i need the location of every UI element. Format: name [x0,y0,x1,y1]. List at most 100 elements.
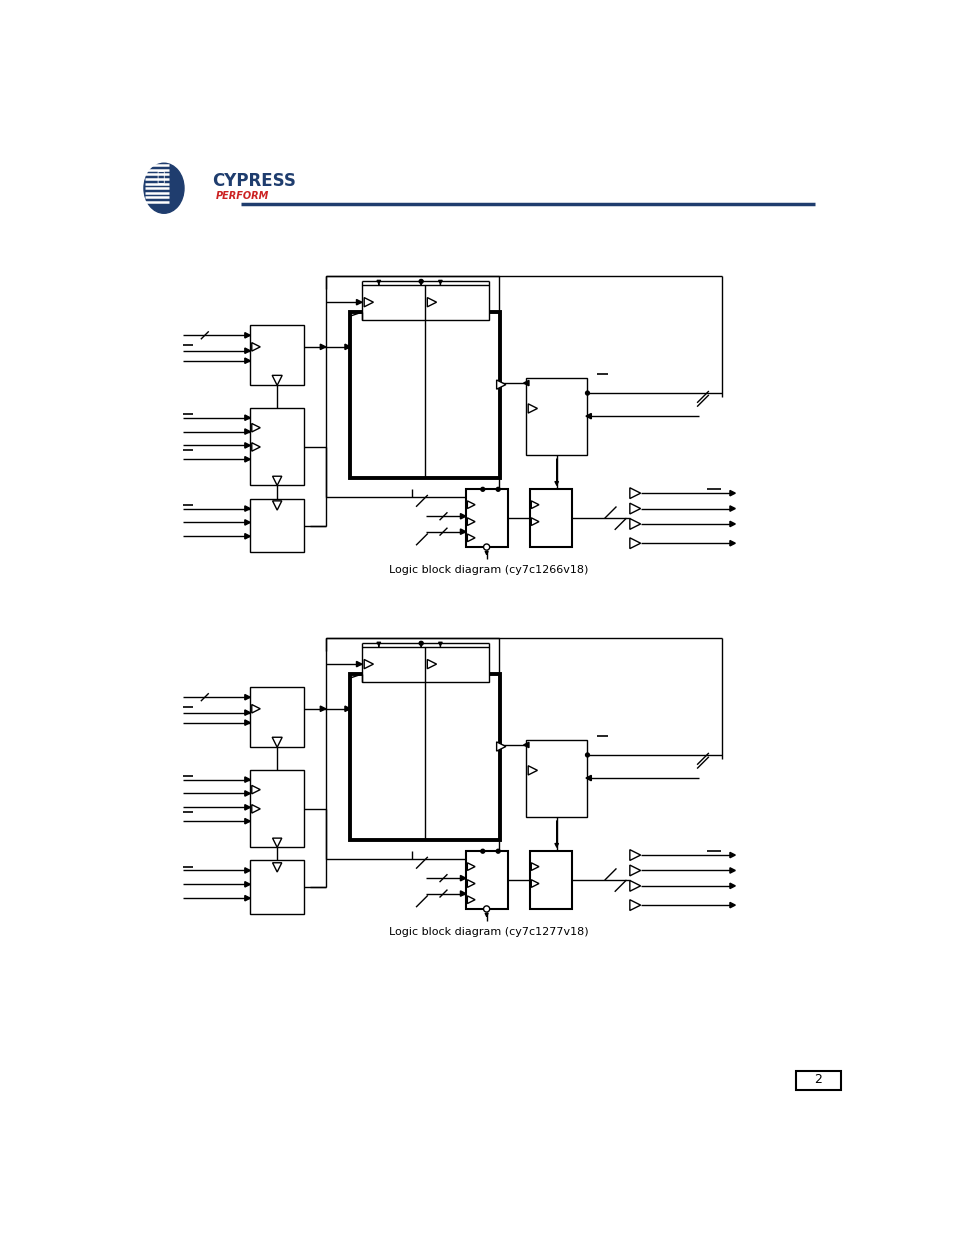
Polygon shape [460,890,465,897]
Bar [361,285,488,320]
Polygon shape [273,839,281,847]
Polygon shape [272,737,282,747]
Circle shape [483,906,489,911]
Polygon shape [629,881,640,892]
Polygon shape [729,868,735,873]
Polygon shape [245,720,250,725]
Circle shape [496,488,499,492]
Polygon shape [460,514,465,519]
Bar [525,740,587,816]
Polygon shape [245,429,250,435]
Bar [250,325,304,385]
Text: 🌲: 🌲 [155,170,164,184]
Polygon shape [252,424,260,432]
Bar [465,851,508,909]
Polygon shape [629,519,640,530]
Polygon shape [531,517,538,526]
Polygon shape [729,490,735,496]
Polygon shape [629,900,640,910]
Polygon shape [531,863,538,871]
Polygon shape [364,659,373,668]
Polygon shape [467,534,475,542]
Polygon shape [252,342,260,351]
Polygon shape [497,380,505,389]
Text: 2: 2 [814,1073,821,1087]
Polygon shape [245,790,250,797]
Polygon shape [252,805,260,813]
Bar [350,312,500,478]
Polygon shape [245,520,250,525]
Polygon shape [729,521,735,526]
Polygon shape [460,876,465,881]
Polygon shape [345,706,350,711]
Text: Logic block diagram (cy7c1266v18): Logic block diagram (cy7c1266v18) [389,566,588,576]
Polygon shape [585,776,591,781]
Bar [361,647,488,682]
Polygon shape [245,332,250,338]
Bar [250,861,304,914]
Polygon shape [531,501,538,509]
Polygon shape [523,380,528,385]
Polygon shape [273,477,281,485]
Bar [250,499,304,552]
Polygon shape [467,895,475,904]
Polygon shape [356,662,361,667]
Bar [250,771,304,847]
Polygon shape [252,442,260,451]
Text: PERFORM: PERFORM [215,191,269,201]
Polygon shape [245,348,250,353]
Bar [465,489,508,547]
Polygon shape [629,864,640,876]
Polygon shape [629,537,640,548]
Polygon shape [245,882,250,887]
Bar [525,378,587,454]
Polygon shape [273,863,281,872]
Polygon shape [245,534,250,538]
Polygon shape [629,850,640,861]
Polygon shape [252,704,260,713]
Circle shape [496,850,499,853]
Polygon shape [245,442,250,448]
Polygon shape [467,879,475,888]
Polygon shape [320,706,325,711]
Ellipse shape [144,163,184,214]
Polygon shape [245,358,250,363]
Polygon shape [729,903,735,908]
Polygon shape [528,404,537,412]
Polygon shape [729,541,735,546]
Polygon shape [245,506,250,511]
Polygon shape [245,777,250,782]
Bar [350,674,500,840]
Polygon shape [467,863,475,871]
Text: CYPRESS: CYPRESS [213,172,296,189]
Polygon shape [528,766,537,776]
Polygon shape [460,529,465,535]
Polygon shape [629,488,640,499]
Polygon shape [245,819,250,824]
Polygon shape [427,659,436,668]
Circle shape [585,391,589,395]
Polygon shape [245,895,250,900]
Circle shape [418,279,422,283]
Polygon shape [245,457,250,462]
Polygon shape [273,501,281,510]
Polygon shape [531,879,538,888]
Circle shape [418,641,422,645]
Polygon shape [729,883,735,888]
Bar [250,409,304,485]
Polygon shape [427,298,436,306]
Polygon shape [729,852,735,858]
Circle shape [480,850,484,853]
Circle shape [480,488,484,492]
Polygon shape [245,710,250,715]
Circle shape [585,753,589,757]
Polygon shape [467,501,475,509]
Polygon shape [497,742,505,751]
Polygon shape [585,414,591,419]
Bar [325,275,498,496]
Polygon shape [364,298,373,306]
Polygon shape [356,300,361,305]
Text: Logic block diagram (cy7c1277v18): Logic block diagram (cy7c1277v18) [389,927,588,937]
Polygon shape [467,517,475,526]
Bar [796,1071,840,1091]
